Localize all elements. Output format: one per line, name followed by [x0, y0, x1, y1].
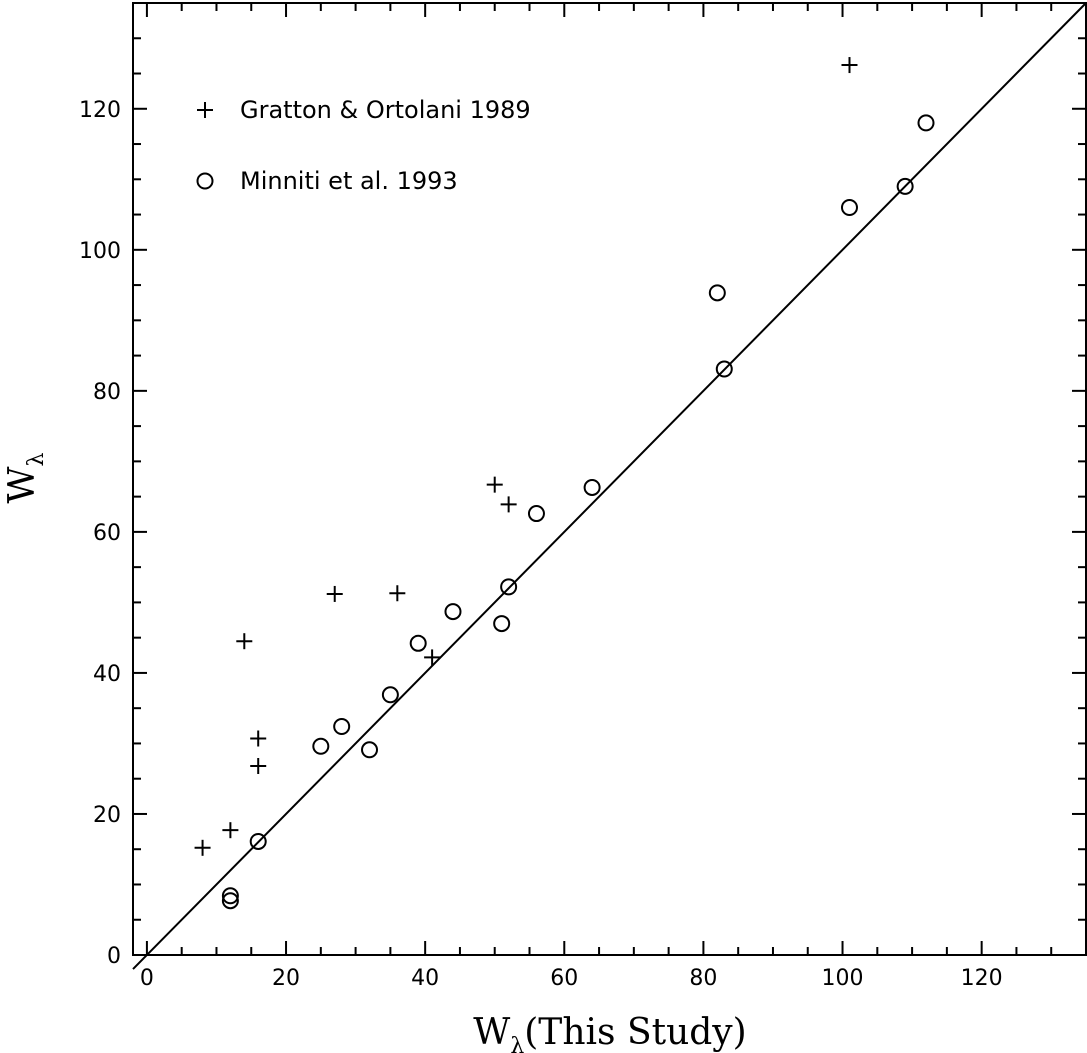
plot-area	[132, 2, 1087, 970]
legend-marker	[196, 172, 214, 190]
y-axis-title: Wλ	[2, 452, 49, 503]
legend-label: Minniti et al. 1993	[240, 167, 458, 195]
minniti-point	[527, 505, 545, 523]
gratton-point	[500, 496, 517, 513]
x-axis-title: Wλ(This Study)	[473, 1012, 746, 1053]
legend-label: Gratton & Ortolani 1989	[240, 96, 531, 124]
minniti-point	[840, 199, 858, 217]
y-tick-label: 120	[79, 98, 121, 123]
gratton-point	[389, 585, 406, 602]
gratton-point	[250, 758, 267, 775]
y-tick-label: 80	[93, 380, 121, 405]
gratton-point	[250, 730, 267, 747]
plot-frame	[132, 2, 1087, 956]
one-to-one-line	[132, 2, 1087, 970]
gratton-point	[424, 649, 441, 666]
axis-ticks: 0 20 40 60 80 100 120 0 20 40 60 80 100 120	[79, 2, 1087, 991]
y-tick-label: 0	[107, 944, 121, 969]
y-tick-label: 20	[93, 803, 121, 828]
gratton-point	[236, 633, 253, 650]
x-tick-label: 80	[689, 966, 717, 991]
minniti-point	[917, 114, 935, 132]
x-tick-label: 0	[140, 966, 154, 991]
minniti-point	[249, 832, 267, 850]
legend-marker	[197, 102, 213, 118]
minniti-point	[715, 360, 733, 378]
gratton-point	[326, 585, 343, 602]
minniti-point	[361, 741, 379, 759]
y-tick-label: 60	[93, 521, 121, 546]
minniti-point	[444, 603, 462, 621]
x-tick-label: 60	[550, 966, 578, 991]
x-tick-label: 120	[961, 966, 1003, 991]
gratton-point	[841, 57, 858, 74]
gratton-point	[486, 476, 503, 493]
gratton-point	[222, 822, 239, 839]
x-tick-label: 20	[272, 966, 300, 991]
x-tick-label: 100	[822, 966, 864, 991]
y-tick-label: 100	[79, 239, 121, 264]
minniti-point	[583, 478, 601, 496]
minniti-point	[409, 634, 427, 652]
minniti-point	[500, 578, 518, 596]
minniti-point	[333, 718, 351, 736]
minniti-point	[896, 177, 914, 195]
x-tick-label: 40	[411, 966, 439, 991]
minniti-point	[221, 887, 239, 905]
minniti-point	[221, 892, 239, 910]
minniti-point	[381, 686, 399, 704]
minniti-point	[708, 284, 726, 302]
gratton-point	[194, 839, 211, 856]
minniti-point	[312, 737, 330, 755]
minniti-point	[493, 615, 511, 633]
legend: Gratton & Ortolani 1989 Minniti et al. 19…	[196, 96, 531, 195]
data-points	[194, 57, 935, 910]
y-tick-label: 40	[93, 662, 121, 687]
